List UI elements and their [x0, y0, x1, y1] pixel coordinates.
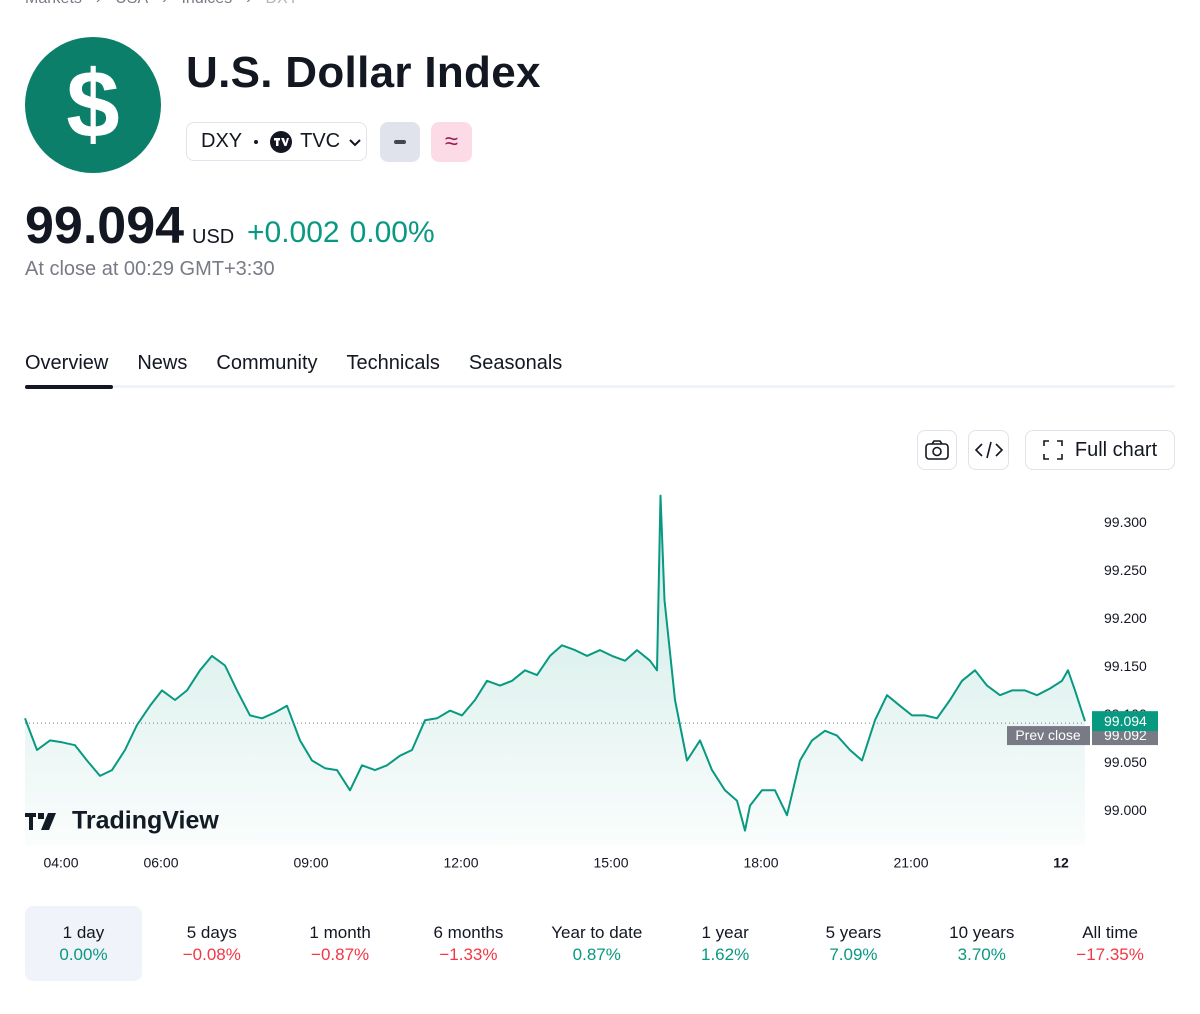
period[interactable]: 6 months −1.33% — [410, 906, 527, 981]
period-change: −1.33% — [439, 944, 498, 964]
x-tick-label: 12 — [1053, 855, 1069, 871]
tab[interactable]: Community — [216, 352, 318, 374]
y-tick-label: 99.000 — [1104, 802, 1147, 818]
code-icon — [974, 441, 1003, 459]
change-value: +0.002 — [247, 216, 340, 249]
period-change: −17.35% — [1076, 944, 1144, 964]
y-tick-label: 99.150 — [1104, 658, 1147, 674]
period-change: −0.87% — [311, 944, 370, 964]
chevron — [349, 138, 361, 146]
badge-button[interactable]: ≈ — [431, 122, 472, 162]
y-tick-label: 99.200 — [1104, 610, 1147, 626]
tab[interactable]: Seasonals — [468, 352, 563, 374]
exchange-icon — [270, 130, 293, 153]
period[interactable]: 1 month −0.87% — [282, 906, 399, 981]
period-change: −0.08% — [182, 944, 241, 964]
period-change: 7.09% — [829, 944, 878, 964]
period-selector: 1 day 0.00% 5 days −0.08% 1 month −0.87% 6 mon… — [25, 906, 1180, 981]
tab[interactable]: Technicals — [346, 352, 440, 374]
period-label: 10 years — [949, 922, 1015, 942]
x-tick-label: 18:00 — [743, 855, 778, 871]
x-tick-label: 06:00 — [143, 855, 178, 871]
symbol-pill[interactable]: DXY TVC — [186, 122, 367, 161]
tabs: Overview News Community Technicals Seasonals — [25, 352, 562, 375]
snapshot-button[interactable] — [917, 430, 957, 470]
period[interactable]: All time −17.35% — [1052, 906, 1169, 981]
prev-close-label: Prev close — [1015, 727, 1081, 743]
period[interactable]: 5 days −0.08% — [153, 906, 270, 981]
x-tick-label: 04:00 — [43, 855, 78, 871]
y-tick-label: 99.300 — [1104, 514, 1147, 530]
y-tick-label: 99.250 — [1104, 562, 1147, 578]
x-tick-label: 12:00 — [443, 855, 478, 871]
breadcrumb[interactable]: USA — [115, 0, 167, 8]
last-price-tag — [1092, 711, 1158, 732]
expand-icon — [1043, 440, 1063, 460]
title: U.S. Dollar Index — [186, 48, 541, 97]
camera-icon — [925, 440, 949, 460]
period-change: 3.70% — [957, 944, 1006, 964]
period-label: 6 months — [433, 922, 504, 942]
price: 99.094 — [25, 197, 185, 255]
breadcrumbs: Markets USA Indices DXY — [25, 0, 298, 8]
full-chart-label: Full chart — [1074, 438, 1158, 461]
last-price: 99.094 — [1104, 713, 1147, 729]
tab[interactable]: News — [137, 352, 188, 374]
x-tick-label: 09:00 — [293, 855, 328, 871]
breadcrumb[interactable]: DXY — [266, 0, 299, 8]
period-label: 1 day — [62, 922, 105, 942]
breadcrumb[interactable]: Markets — [25, 0, 101, 8]
x-tick-label: 15:00 — [593, 855, 628, 871]
symbol: DXY — [201, 130, 243, 152]
x-tick-label: 21:00 — [893, 855, 928, 871]
tab-indicator — [25, 385, 113, 389]
currency: USD — [192, 226, 235, 248]
exchange: TVC — [300, 130, 341, 152]
area — [25, 495, 1085, 845]
market-status: At close at 00:29 GMT+3:30 — [25, 258, 275, 280]
embed-button[interactable] — [968, 430, 1009, 470]
y-tick-label: 99.050 — [1104, 754, 1147, 770]
full-chart-button[interactable]: Full chart — [1025, 430, 1175, 470]
period-label: Year to date — [551, 922, 643, 942]
period-label: 1 month — [309, 922, 371, 942]
period[interactable]: 1 day 0.00% — [25, 906, 142, 981]
prev-close-tag — [1007, 726, 1090, 746]
logo: $ — [25, 37, 161, 173]
period-change: 0.00% — [59, 944, 108, 964]
change-percent: 0.00% — [349, 216, 435, 249]
period[interactable]: 10 years 3.70% — [923, 906, 1040, 981]
tab-rule — [25, 385, 1175, 388]
period[interactable]: 5 years 7.09% — [795, 906, 912, 981]
breadcrumb[interactable]: Indices — [181, 0, 251, 8]
period[interactable]: Year to date 0.87% — [538, 906, 655, 981]
badge-button[interactable] — [380, 122, 420, 162]
change: +0.002 0.00% — [247, 216, 435, 250]
period-label: 5 years — [825, 922, 882, 942]
price-line — [24, 494, 1086, 832]
period-label: 5 days — [186, 922, 237, 942]
period-label: All time — [1082, 922, 1138, 942]
tab[interactable]: Overview — [25, 352, 109, 374]
period[interactable]: 1 year 1.62% — [667, 906, 784, 981]
separator — [254, 139, 259, 144]
period-change: 1.62% — [701, 944, 750, 964]
period-label: 1 year — [701, 922, 749, 942]
period-change: 0.87% — [572, 944, 621, 964]
